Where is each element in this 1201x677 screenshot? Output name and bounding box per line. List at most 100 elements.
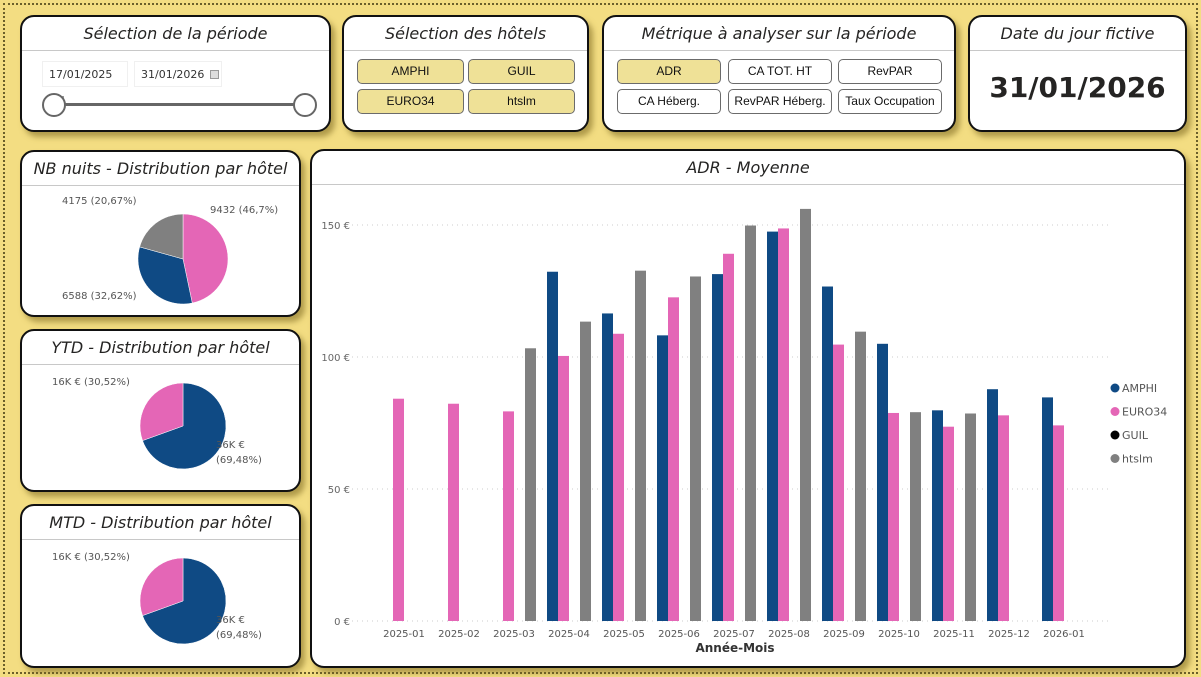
x-axis-title: Année-Mois — [695, 641, 775, 655]
bar-euro34-2025-06[interactable] — [668, 297, 679, 621]
pie-chart — [137, 213, 229, 305]
bar-htslm-2025-05[interactable] — [635, 270, 646, 621]
pie-label-euro34: 16K € (30,52%) — [52, 552, 130, 563]
start-date-input[interactable]: 17/01/2025 — [42, 61, 128, 105]
bar-euro34-2025-12[interactable] — [998, 415, 1009, 621]
bar-htslm-2025-09[interactable] — [855, 331, 866, 621]
x-tick-label: 2025-02 — [438, 629, 480, 640]
bar-euro34-2026-01[interactable] — [1053, 425, 1064, 621]
bar-euro34-2025-05[interactable] — [613, 333, 624, 621]
pie-label-euro34: 9432 (46,7%) — [210, 205, 279, 216]
bar-euro34-2025-09[interactable] — [833, 344, 844, 621]
metric-revpar-button[interactable]: RevPAR — [838, 59, 942, 84]
pie-slice-amphi[interactable] — [142, 557, 227, 645]
bar-euro34-2025-02[interactable] — [448, 403, 459, 621]
legend-label-euro34[interactable]: EURO34 — [1122, 406, 1167, 419]
x-tick-label: 2025-06 — [658, 629, 700, 640]
bar-euro34-2025-07[interactable] — [723, 253, 734, 621]
pie-label-amphi-pct: (69,48%) — [216, 455, 262, 466]
legend-label-htslm[interactable]: htslm — [1122, 453, 1153, 466]
bar-amphi-2025-11[interactable] — [932, 410, 943, 621]
pie-title: NB nuits - Distribution par hôtel — [22, 152, 299, 186]
today-title: Date du jour fictive — [970, 17, 1185, 51]
metric-ca-heberg-button[interactable]: CA Héberg. — [617, 89, 721, 114]
bar-htslm-2025-08[interactable] — [800, 208, 811, 621]
pie-slice-euro34[interactable] — [182, 213, 229, 304]
legend-label-amphi[interactable]: AMPHI — [1122, 382, 1157, 395]
bar-htslm-2025-10[interactable] — [910, 412, 921, 621]
pie-title: MTD - Distribution par hôtel — [22, 506, 299, 540]
bar-amphi-2025-10[interactable] — [877, 343, 888, 621]
bar-euro34-2025-08[interactable] — [778, 228, 789, 621]
period-slicer: Sélection de la période 17/01/2025 31/01… — [20, 15, 331, 132]
legend-marker-htslm — [1110, 454, 1120, 463]
x-tick-label: 2025-08 — [768, 629, 810, 640]
legend-label-guil[interactable]: GUIL — [1122, 429, 1149, 442]
pie-label-amphi-value: 36K € — [216, 615, 245, 626]
bar-amphi-2025-08[interactable] — [767, 231, 778, 621]
pie-label-amphi-value: 36K € — [216, 440, 245, 451]
pie-ytd: YTD - Distribution par hôtel 16K € (30,5… — [20, 329, 301, 492]
today-value: 31/01/2026 — [989, 71, 1166, 104]
bar-htslm-2025-11[interactable] — [965, 413, 976, 621]
pie-chart — [139, 557, 227, 645]
bar-amphi-2025-05[interactable] — [602, 313, 613, 621]
x-tick-label: 2026-01 — [1043, 629, 1085, 640]
bar-amphi-2025-07[interactable] — [712, 274, 723, 621]
x-tick-label: 2025-01 — [383, 629, 425, 640]
pie-slice-amphi[interactable] — [137, 246, 193, 305]
bar-amphi-2025-06[interactable] — [657, 335, 668, 621]
metric-taux-occupation-button[interactable]: Taux Occupation — [838, 89, 942, 114]
pie-chart — [139, 382, 227, 470]
x-tick-label: 2025-03 — [493, 629, 535, 640]
pie-title: YTD - Distribution par hôtel — [22, 331, 299, 365]
y-tick-label: 100 € — [321, 353, 350, 364]
metric-revpar-heberg-button[interactable]: RevPAR Héberg. — [728, 89, 832, 114]
bar-htslm-2025-07[interactable] — [745, 225, 756, 621]
pie-label-euro34: 16K € (30,52%) — [52, 377, 130, 388]
bar-amphi-2025-04[interactable] — [547, 271, 558, 621]
pie-label-amphi-pct: (69,48%) — [216, 630, 262, 641]
pie-mtd: MTD - Distribution par hôtel 16K € (30,5… — [20, 504, 301, 668]
hotel-guil-button[interactable]: GUIL — [468, 59, 575, 84]
end-date-value: 31/01/2026 — [141, 68, 205, 81]
bar-amphi-2025-12[interactable] — [987, 389, 998, 621]
bar-euro34-2025-04[interactable] — [558, 355, 569, 621]
y-tick-label: 150 € — [321, 221, 350, 232]
x-tick-label: 2025-07 — [713, 629, 755, 640]
date-range-track[interactable] — [62, 103, 312, 106]
pie-slice-htslm[interactable] — [139, 213, 184, 260]
report-canvas-border — [3, 3, 1198, 674]
metric-title: Métrique à analyser sur la période — [604, 17, 954, 51]
bar-euro34-2025-11[interactable] — [943, 426, 954, 621]
end-handle[interactable] — [293, 93, 317, 117]
metric-adr-button[interactable]: ADR — [617, 59, 721, 84]
pie-slice-euro34[interactable] — [139, 382, 184, 441]
bar-htslm-2025-03[interactable] — [525, 348, 536, 621]
chart-title: ADR - Moyenne — [312, 151, 1184, 185]
x-tick-label: 2025-10 — [878, 629, 920, 640]
bar-euro34-2025-10[interactable] — [888, 412, 899, 621]
metric-slicer: Métrique à analyser sur la période ADR C… — [602, 15, 956, 132]
calendar-icon[interactable] — [210, 70, 220, 79]
bar-euro34-2025-01[interactable] — [393, 398, 404, 621]
end-date-input[interactable]: 31/01/2026 — [134, 61, 222, 87]
bar-amphi-2025-09[interactable] — [822, 286, 833, 621]
today-card: Date du jour fictive 31/01/2026 — [968, 15, 1187, 132]
pie-label-htslm: 4175 (20,67%) — [62, 196, 137, 207]
legend-marker-amphi — [1110, 383, 1120, 393]
bar-amphi-2026-01[interactable] — [1042, 397, 1053, 621]
pie-slice-amphi[interactable] — [142, 382, 227, 470]
bar-htslm-2025-06[interactable] — [690, 276, 701, 621]
bar-chart-plot: 0 € 50 € 100 € 150 € 2025-01 2025-02 2025-03 20… — [321, 208, 1167, 640]
hotel-htslm-button[interactable]: htslm — [468, 89, 575, 114]
start-handle[interactable] — [42, 93, 66, 117]
x-tick-label: 2025-12 — [988, 629, 1030, 640]
hotel-amphi-button[interactable]: AMPHI — [357, 59, 464, 84]
metric-ca-tot-button[interactable]: CA TOT. HT — [728, 59, 832, 84]
pie-slice-euro34[interactable] — [139, 557, 184, 616]
bar-htslm-2025-04[interactable] — [580, 321, 591, 621]
hotel-euro34-button[interactable]: EURO34 — [357, 89, 464, 114]
adr-bar-chart: ADR - Moyenne 0 € 50 € 100 € 150 € 2025-01 20… — [310, 149, 1186, 668]
bar-euro34-2025-03[interactable] — [503, 411, 514, 621]
